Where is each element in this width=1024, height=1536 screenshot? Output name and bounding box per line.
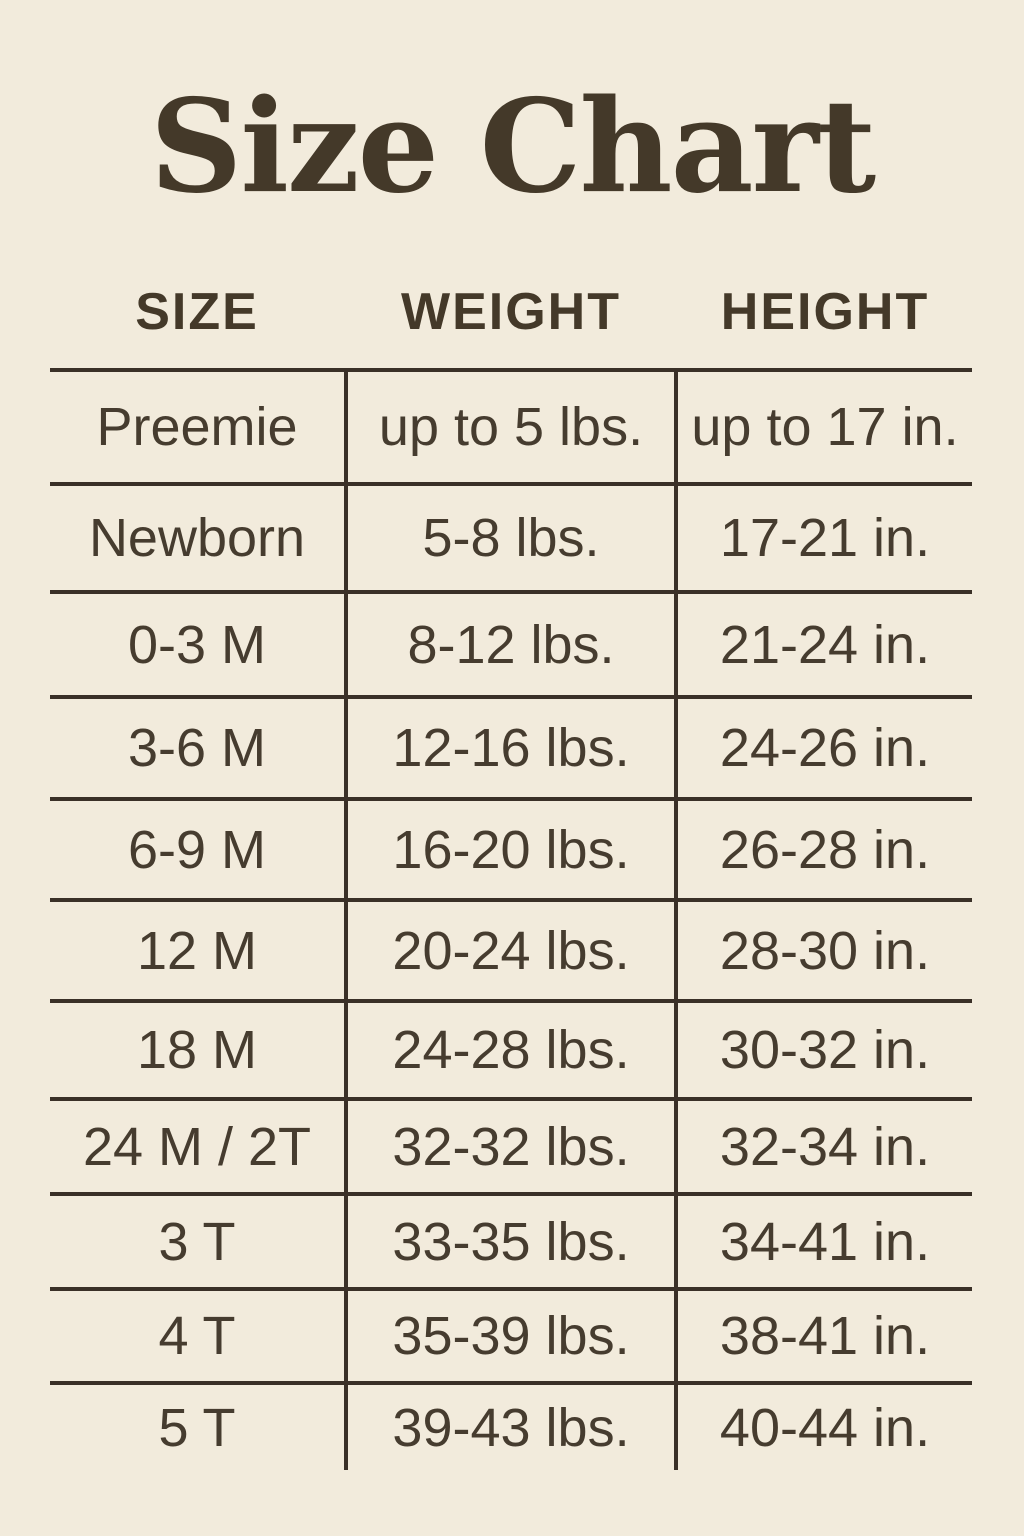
height-cell: 34-41 in. — [719, 1211, 931, 1272]
size-table: Preemie up to 5 lbs. up to 17 in. Newbor… — [50, 368, 972, 1470]
table-row: 0-3 M 8-12 lbs. 21-24 in. — [50, 590, 972, 695]
weight-cell: 16-20 lbs. — [344, 801, 678, 898]
height-cell: 30-32 in. — [719, 1020, 931, 1080]
size-cell: 5 T — [158, 1397, 236, 1458]
weight-cell: 32-32 lbs. — [344, 1101, 678, 1192]
height-cell: 24-26 in. — [719, 718, 931, 778]
size-cell: 3 T — [158, 1211, 236, 1272]
column-header-weight: WEIGHT — [401, 283, 621, 341]
height-cell: 32-34 in. — [719, 1116, 931, 1177]
weight-cell: 33-35 lbs. — [344, 1196, 678, 1287]
weight-cell: 35-39 lbs. — [344, 1291, 678, 1381]
height-cell: 26-28 in. — [719, 819, 931, 880]
table-row: Newborn 5-8 lbs. 17-21 in. — [50, 482, 972, 590]
size-cell: 4 T — [158, 1306, 236, 1366]
weight-cell: 5-8 lbs. — [344, 486, 678, 590]
weight-cell: up to 5 lbs. — [344, 372, 678, 482]
weight-cell: 12-16 lbs. — [344, 699, 678, 797]
table-row: 5 T 39-43 lbs. 40-44 in. — [50, 1381, 972, 1470]
weight-cell: 24-28 lbs. — [344, 1003, 678, 1097]
table-row: 4 T 35-39 lbs. 38-41 in. — [50, 1287, 972, 1381]
column-header-size: SIZE — [135, 283, 259, 341]
page-title: Size Chart — [149, 72, 876, 222]
weight-cell: 20-24 lbs. — [344, 902, 678, 999]
height-cell: 17-21 in. — [719, 508, 931, 568]
size-cell: 12 M — [136, 920, 258, 981]
table-row: 12 M 20-24 lbs. 28-30 in. — [50, 898, 972, 999]
height-cell: 38-41 in. — [719, 1306, 931, 1366]
size-cell: 24 M / 2T — [82, 1116, 312, 1177]
size-cell: Preemie — [96, 397, 298, 457]
size-cell: Newborn — [88, 508, 306, 568]
table-row: 3 T 33-35 lbs. 34-41 in. — [50, 1192, 972, 1287]
size-cell: 6-9 M — [127, 819, 267, 880]
table-row: 24 M / 2T 32-32 lbs. 32-34 in. — [50, 1097, 972, 1192]
weight-cell: 39-43 lbs. — [344, 1385, 678, 1470]
height-cell: 28-30 in. — [719, 920, 931, 981]
table-row: 18 M 24-28 lbs. 30-32 in. — [50, 999, 972, 1097]
size-cell: 0-3 M — [127, 614, 267, 675]
table-row: 6-9 M 16-20 lbs. 26-28 in. — [50, 797, 972, 898]
height-cell: up to 17 in. — [691, 397, 959, 457]
weight-cell: 8-12 lbs. — [344, 594, 678, 695]
size-cell: 18 M — [136, 1020, 258, 1080]
height-cell: 40-44 in. — [719, 1397, 931, 1458]
size-cell: 3-6 M — [127, 718, 267, 778]
table-header-row: SIZE WEIGHT HEIGHT — [50, 268, 972, 356]
height-cell: 21-24 in. — [719, 614, 931, 675]
table-row: 3-6 M 12-16 lbs. 24-26 in. — [50, 695, 972, 797]
column-header-height: HEIGHT — [720, 283, 930, 341]
table-row: Preemie up to 5 lbs. up to 17 in. — [50, 368, 972, 482]
